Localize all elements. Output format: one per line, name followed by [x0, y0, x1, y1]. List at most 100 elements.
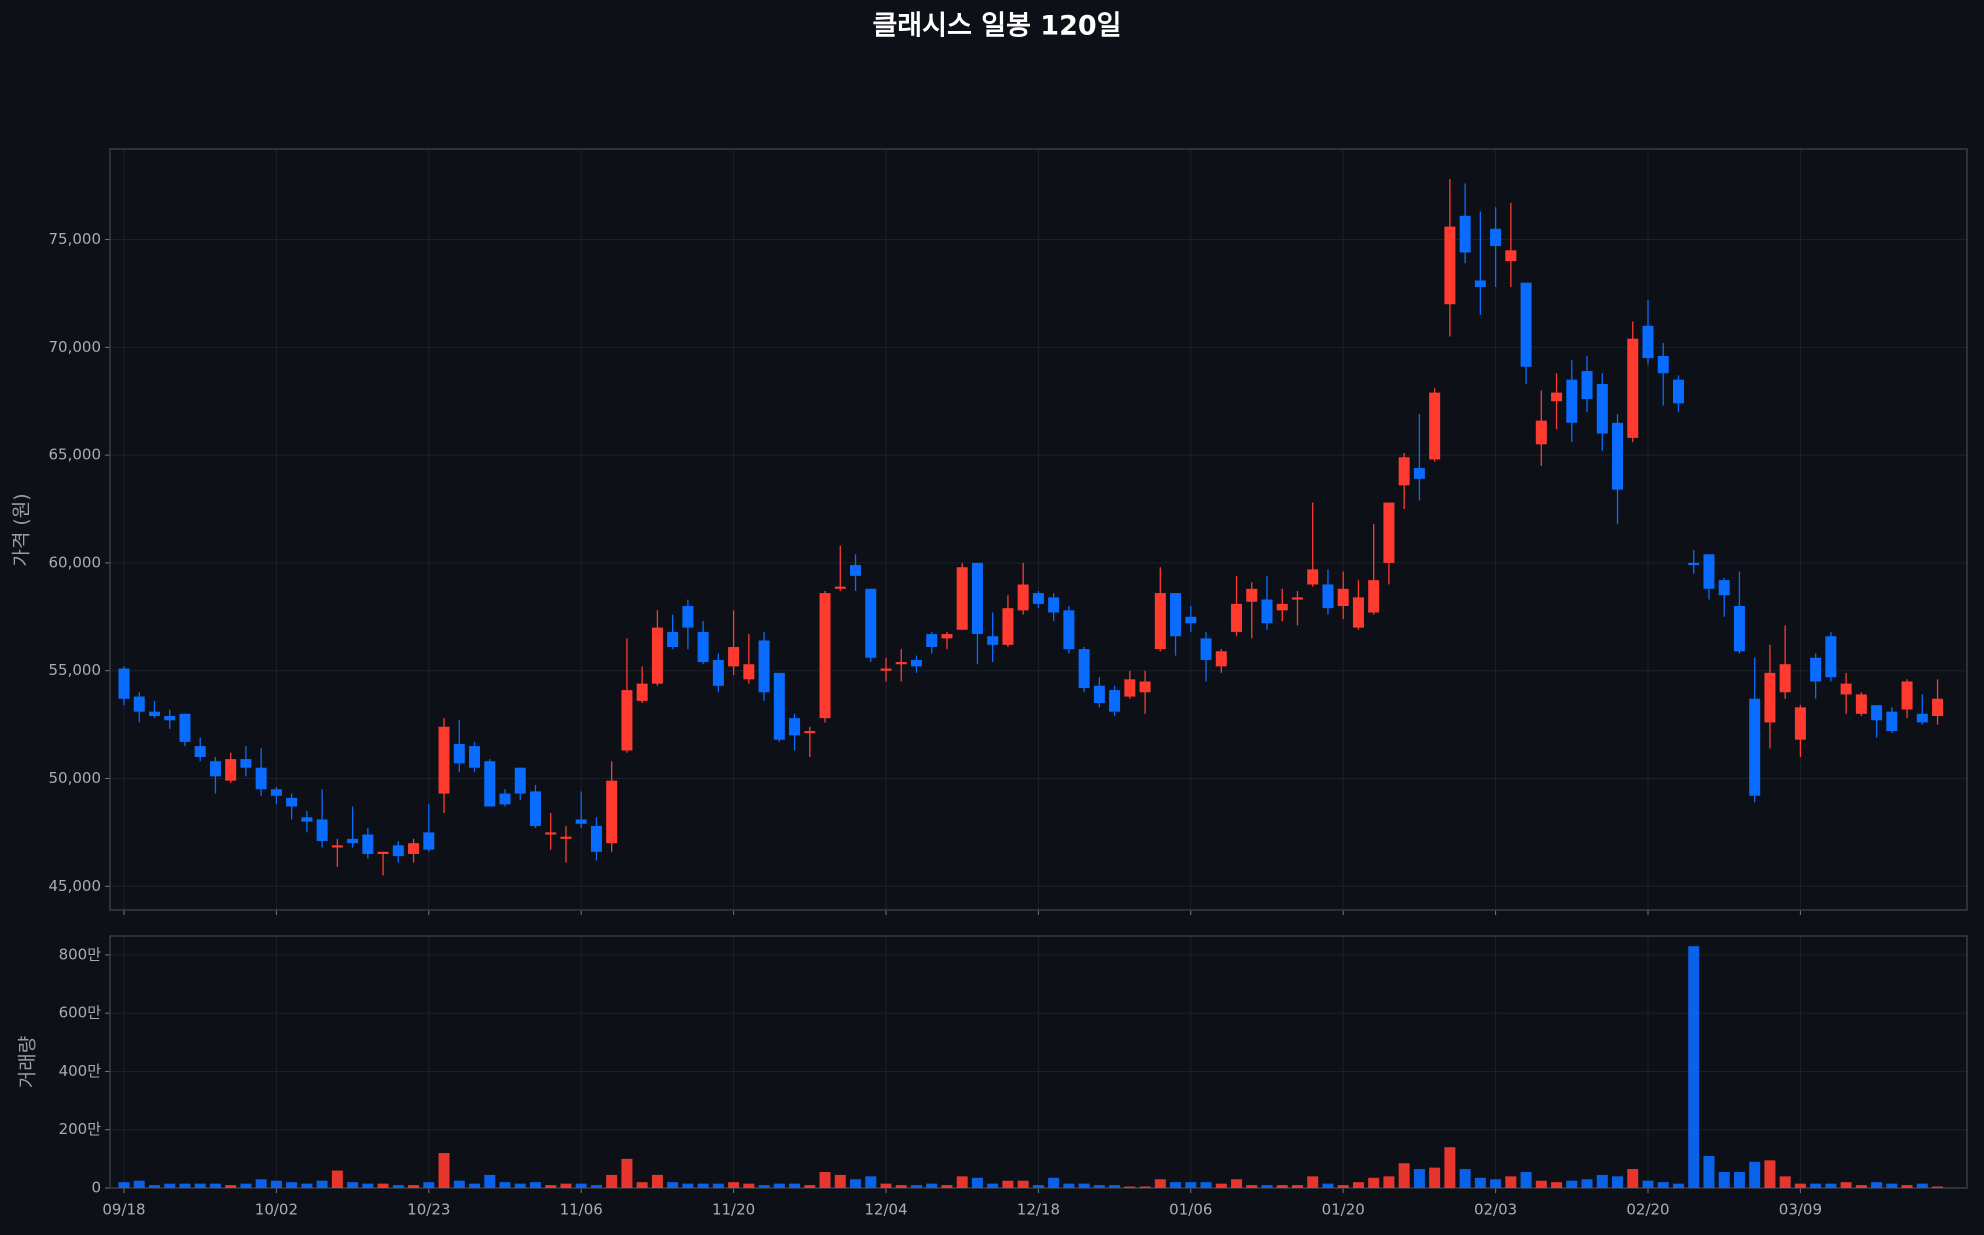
- volume-bar: [331, 1170, 343, 1188]
- y-tick-label: 45,000: [49, 877, 102, 895]
- candle-body: [1810, 657, 1822, 682]
- volume-bar: [1139, 1186, 1151, 1188]
- volume-bar: [1048, 1177, 1060, 1188]
- volume-bar: [1916, 1183, 1928, 1188]
- x-tick-label: 12/18: [1017, 1201, 1060, 1219]
- y-tick-label: 55,000: [49, 661, 102, 679]
- candle-body: [1520, 282, 1532, 367]
- candle-body: [194, 746, 206, 757]
- volume-bar: [1429, 1167, 1441, 1188]
- candle-body: [560, 836, 572, 839]
- candle-body: [1063, 610, 1075, 650]
- candle-body: [1170, 593, 1182, 637]
- volume-bar: [1871, 1182, 1883, 1188]
- candle-body: [941, 634, 953, 639]
- candle-body: [606, 780, 618, 844]
- candle-body: [1002, 608, 1014, 645]
- volume-bar: [1855, 1185, 1867, 1188]
- candle-body: [1185, 616, 1197, 624]
- volume-bar: [1200, 1182, 1212, 1188]
- candle-body: [301, 817, 313, 822]
- x-tick-label: 09/18: [102, 1201, 145, 1219]
- volume-bar: [606, 1174, 618, 1188]
- y-tick-label: 0: [91, 1179, 101, 1197]
- volume-bar: [194, 1183, 206, 1188]
- volume-bar: [895, 1185, 907, 1188]
- volume-bar: [179, 1183, 191, 1188]
- candle-body: [1337, 588, 1349, 607]
- volume-bar: [590, 1185, 602, 1188]
- candle-body: [1261, 599, 1273, 624]
- y-tick-label: 400만: [59, 1062, 102, 1080]
- volume-bar: [423, 1182, 435, 1188]
- candle-body: [514, 767, 526, 794]
- candle-body: [529, 791, 541, 826]
- volume-bar: [545, 1185, 557, 1188]
- volume-bar: [1886, 1183, 1898, 1188]
- candle-body: [697, 631, 709, 663]
- volume-bar: [1398, 1163, 1410, 1188]
- candle-body: [743, 664, 755, 680]
- candle-body: [1749, 698, 1761, 796]
- volume-bar: [789, 1183, 801, 1188]
- candle-body: [819, 593, 831, 719]
- candle-body: [1124, 679, 1136, 697]
- y-axis-label: 가격 (원): [11, 493, 33, 566]
- volume-bar: [1368, 1177, 1380, 1188]
- volume-bar: [1825, 1183, 1837, 1188]
- x-tick-label: 03/09: [1779, 1201, 1822, 1219]
- candle-body: [910, 659, 922, 667]
- volume-bar: [529, 1182, 541, 1188]
- volume-bar: [941, 1185, 953, 1188]
- candle-body: [1154, 593, 1166, 650]
- candle-body: [453, 744, 465, 764]
- volume-bar: [621, 1158, 633, 1188]
- candle-body: [1322, 584, 1334, 609]
- candle-body: [118, 668, 130, 699]
- volume-bar: [1459, 1169, 1471, 1188]
- volume-bar: [1276, 1185, 1288, 1188]
- plot-frame: [109, 148, 1968, 911]
- volume-bar: [1474, 1177, 1486, 1188]
- volume-bar: [697, 1183, 709, 1188]
- candle-body: [1505, 250, 1517, 262]
- candle-body: [575, 819, 587, 824]
- volume-bar: [560, 1183, 572, 1188]
- volume-bar: [1520, 1171, 1532, 1188]
- candle-body: [164, 715, 176, 721]
- volume-bar: [164, 1183, 176, 1188]
- candle-body: [804, 731, 816, 734]
- candle-body: [286, 797, 298, 807]
- candle-body: [1048, 597, 1060, 613]
- candle-body: [423, 832, 435, 850]
- volume-bar: [743, 1183, 755, 1188]
- volume-bar: [148, 1185, 160, 1188]
- candle-body: [651, 627, 663, 684]
- candle-body: [1017, 584, 1029, 611]
- volume-bar: [225, 1185, 237, 1188]
- y-tick-label: 70,000: [49, 338, 102, 356]
- volume-bar: [1581, 1179, 1593, 1188]
- volume-bar: [255, 1179, 267, 1188]
- volume-bar: [1109, 1185, 1121, 1188]
- volume-bar: [1352, 1182, 1364, 1188]
- volume-bar: [1733, 1171, 1745, 1188]
- candle-body: [1657, 355, 1669, 374]
- candle-body: [1200, 638, 1212, 660]
- x-tick-label: 12/04: [864, 1201, 907, 1219]
- volume-bar: [1337, 1185, 1349, 1188]
- candle-body: [1474, 280, 1486, 287]
- volume-bar: [667, 1182, 679, 1188]
- volume-bar: [1657, 1182, 1669, 1188]
- candle-body: [1672, 379, 1684, 404]
- candle-body: [682, 606, 694, 628]
- volume-bar: [682, 1183, 694, 1188]
- volume-bar: [1596, 1174, 1608, 1188]
- y-tick-label: 75,000: [49, 230, 102, 248]
- candle-body: [1627, 338, 1639, 438]
- y-tick-label: 60,000: [49, 553, 102, 571]
- volume-bar: [1535, 1180, 1547, 1188]
- volume-bar: [1749, 1161, 1761, 1188]
- candle-body: [971, 562, 983, 635]
